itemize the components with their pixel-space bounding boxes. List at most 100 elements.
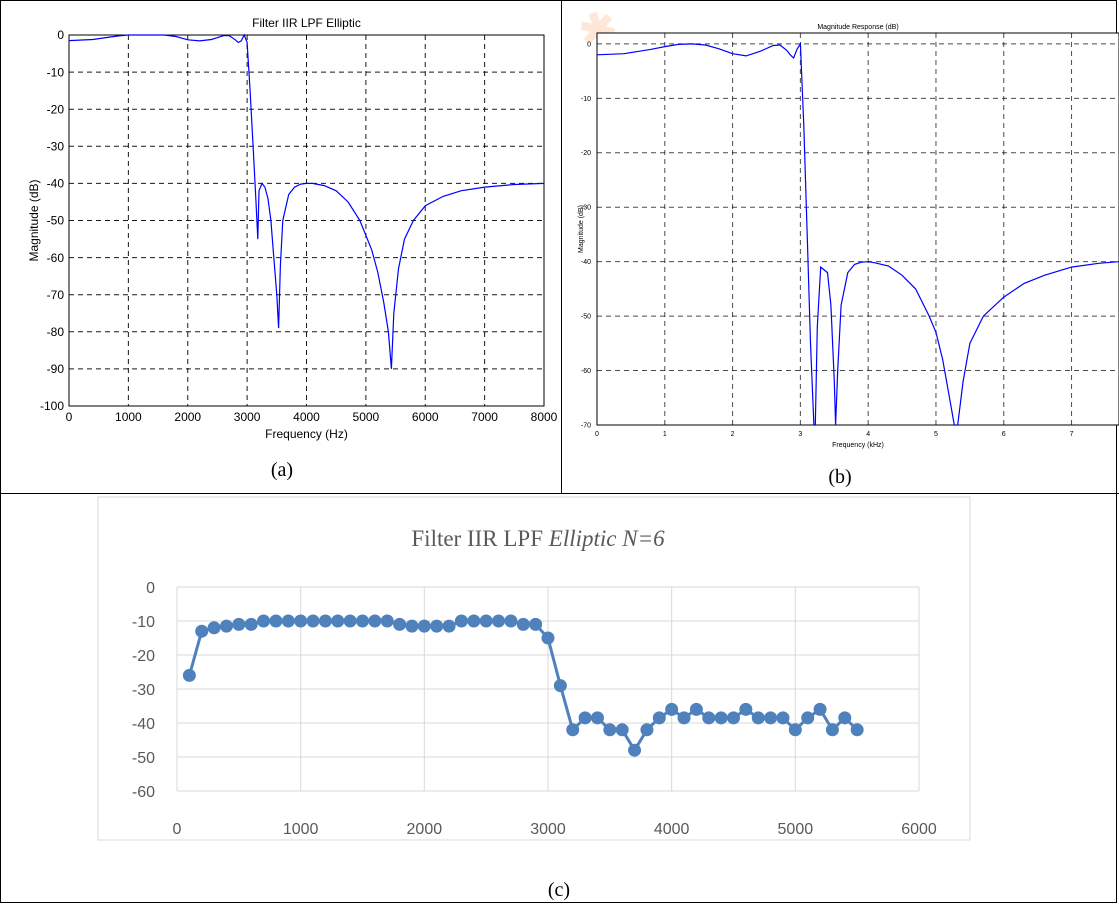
data-point xyxy=(788,723,802,737)
data-point xyxy=(541,631,555,645)
x-tick-label: 0 xyxy=(173,821,182,838)
data-point xyxy=(405,619,419,633)
x-tick-label: 7 xyxy=(1070,431,1074,438)
x-tick-label: 2000 xyxy=(407,821,443,838)
data-point xyxy=(677,711,691,725)
data-point xyxy=(479,614,493,628)
data-point xyxy=(628,743,642,757)
data-point xyxy=(665,702,679,716)
data-point xyxy=(553,679,567,693)
data-point xyxy=(195,624,209,638)
data-point xyxy=(306,614,320,628)
y-tick-label: -20 xyxy=(132,648,155,665)
y-tick-label: -10 xyxy=(132,614,155,631)
data-point xyxy=(467,614,481,628)
data-point xyxy=(727,711,740,725)
data-point xyxy=(182,668,196,682)
x-tick-label: 0 xyxy=(66,410,73,424)
y-tick-label: -10 xyxy=(581,96,591,103)
y-tick-label: -50 xyxy=(132,750,155,767)
x-tick-label: 6 xyxy=(1002,431,1006,438)
y-tick-label: -100 xyxy=(40,399,64,413)
y-tick-label: 0 xyxy=(57,28,64,42)
x-tick-label: 5000 xyxy=(778,821,814,838)
y-tick-label: -50 xyxy=(581,314,591,321)
panel-divider-vertical xyxy=(561,0,562,493)
y-tick-label: -30 xyxy=(581,205,591,212)
y-tick-label: -10 xyxy=(47,65,65,79)
data-point xyxy=(504,614,518,628)
data-point xyxy=(318,614,332,628)
y-tick-label: -30 xyxy=(47,140,65,154)
chart-c-border xyxy=(97,496,971,841)
x-tick-label: 5000 xyxy=(353,410,380,424)
x-tick-label: 1000 xyxy=(115,410,142,424)
data-point xyxy=(825,723,839,737)
data-point xyxy=(689,702,703,716)
x-tick-label: 4000 xyxy=(293,410,320,424)
y-tick-label: -40 xyxy=(47,177,65,191)
y-tick-label: -60 xyxy=(581,368,591,375)
chart-title: Filter IIR LPF Elliptic N=6 xyxy=(411,526,665,551)
data-point xyxy=(751,711,765,725)
x-tick-label: 8000 xyxy=(531,410,558,424)
y-tick-label: -60 xyxy=(132,784,155,801)
y-tick-label: -80 xyxy=(47,325,65,339)
data-point xyxy=(219,619,233,633)
data-point xyxy=(331,614,345,628)
x-tick-label: 3000 xyxy=(234,410,261,424)
data-point xyxy=(850,723,864,737)
data-point xyxy=(838,711,852,725)
chart-title: Filter IIR LPF Elliptic xyxy=(252,16,361,30)
caption-b: (b) xyxy=(828,466,852,488)
y-tick-label: -60 xyxy=(47,251,65,265)
data-point xyxy=(281,614,295,628)
y-axis-label: Magnitude (dB) xyxy=(27,179,41,261)
y-axis-label: Magnitude (dB) xyxy=(578,205,585,253)
data-point xyxy=(566,723,580,737)
data-point xyxy=(294,614,308,628)
data-point xyxy=(714,711,728,725)
data-point xyxy=(739,702,753,716)
caption-c: (c) xyxy=(547,879,571,901)
x-tick-label: 1 xyxy=(663,431,667,438)
data-point xyxy=(590,711,604,725)
x-axis-label: Frequency (Hz) xyxy=(265,427,348,441)
x-tick-label: 7000 xyxy=(471,410,498,424)
data-point xyxy=(244,617,258,631)
data-point xyxy=(640,723,654,737)
data-point xyxy=(343,614,357,628)
data-point xyxy=(603,723,617,737)
y-tick-label: -20 xyxy=(581,150,591,157)
data-point xyxy=(368,614,382,628)
data-point xyxy=(269,614,283,628)
data-point xyxy=(578,711,592,725)
data-point xyxy=(207,621,221,635)
y-tick-label: -70 xyxy=(581,422,591,429)
x-tick-label: 1000 xyxy=(283,821,319,838)
series-line xyxy=(68,33,545,369)
x-tick-label: 3000 xyxy=(530,821,566,838)
x-tick-label: 6000 xyxy=(901,821,937,838)
data-point xyxy=(652,711,666,725)
y-tick-label: 0 xyxy=(146,580,155,597)
x-axis-label: Frequency (kHz) xyxy=(832,442,884,449)
y-tick-label: -40 xyxy=(581,259,591,266)
data-point xyxy=(492,614,506,628)
x-tick-label: 0 xyxy=(595,431,599,438)
data-point xyxy=(430,619,444,633)
x-tick-label: 3 xyxy=(798,431,802,438)
x-tick-label: 4000 xyxy=(654,821,690,838)
y-tick-label: -70 xyxy=(47,288,65,302)
y-tick-label: -20 xyxy=(47,102,65,116)
data-point xyxy=(454,614,468,628)
chart-title-plain: Filter IIR LPF xyxy=(411,526,548,551)
data-point xyxy=(764,711,778,725)
y-tick-label: -90 xyxy=(47,362,65,376)
series-line xyxy=(596,41,1119,426)
data-point xyxy=(801,711,815,725)
